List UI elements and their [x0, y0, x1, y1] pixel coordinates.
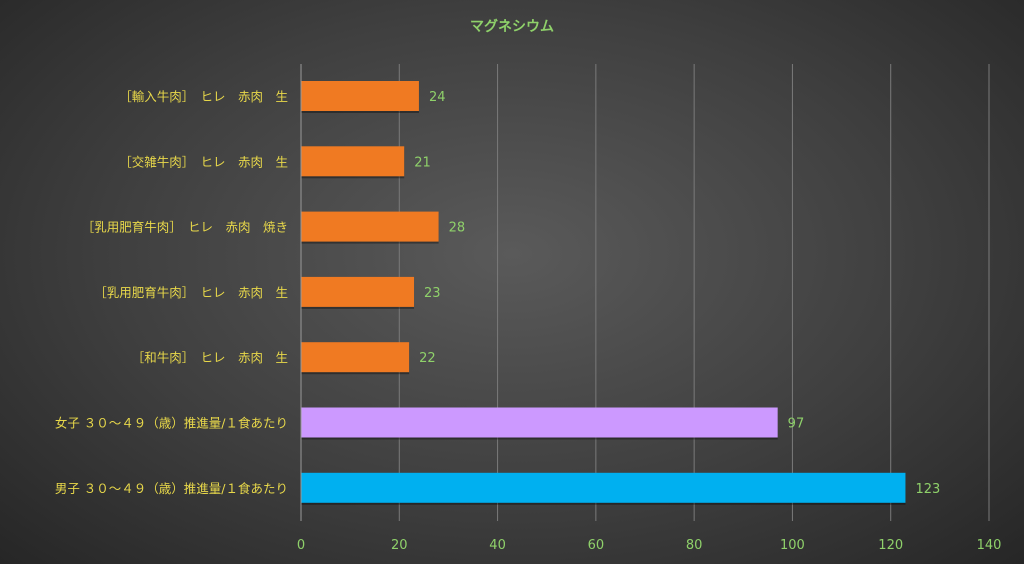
category-label-2: ［乳用肥育牛肉］ ヒレ 赤肉 焼き	[82, 220, 288, 235]
value-label-2: 28	[449, 221, 466, 236]
gridlines	[398, 64, 990, 521]
x-tick-label-80: 80	[686, 538, 703, 553]
value-label-6: 123	[915, 482, 940, 497]
x-tick-label-120: 120	[878, 538, 903, 553]
bars	[301, 81, 906, 505]
category-label-0: ［輸入牛肉］ ヒレ 赤肉 生	[119, 89, 288, 104]
bar-4	[301, 342, 410, 373]
x-tick-label-40: 40	[489, 538, 506, 553]
value-label-4: 22	[419, 351, 436, 366]
category-label-4: ［和牛肉］ ヒレ 赤肉 生	[132, 350, 288, 365]
category-label-5: 女子 ３０～４９（歳）推進量/１食あたり	[55, 416, 288, 431]
x-tick-label-60: 60	[588, 538, 605, 553]
category-label-6: 男子 ３０～４９（歳）推進量/１食あたり	[55, 481, 288, 496]
x-tick-label-20: 20	[391, 538, 408, 553]
category-label-3: ［乳用肥育牛肉］ ヒレ 赤肉 生	[94, 285, 288, 300]
bar-1	[301, 146, 405, 177]
value-label-5: 97	[788, 417, 805, 432]
x-tick-label-0: 0	[297, 538, 305, 553]
category-label-1: ［交雑牛肉］ ヒレ 赤肉 生	[119, 154, 288, 169]
chart-title: マグネシウム	[470, 18, 554, 35]
x-tick-label-140: 140	[977, 538, 1002, 553]
bar-5	[301, 407, 778, 438]
value-label-3: 23	[424, 286, 441, 301]
x-tick-label-100: 100	[780, 538, 805, 553]
bar-0	[301, 81, 419, 111]
labels: 0 20 40 60 80 100 120 140 ［輸入牛肉］ ヒレ 赤肉 生 24 ［交雑牛肉］…	[55, 89, 1002, 553]
bar-6	[301, 472, 906, 503]
bar-2	[301, 211, 439, 242]
bar-3	[301, 276, 415, 307]
value-label-1: 21	[414, 155, 431, 170]
value-label-0: 24	[429, 90, 446, 105]
